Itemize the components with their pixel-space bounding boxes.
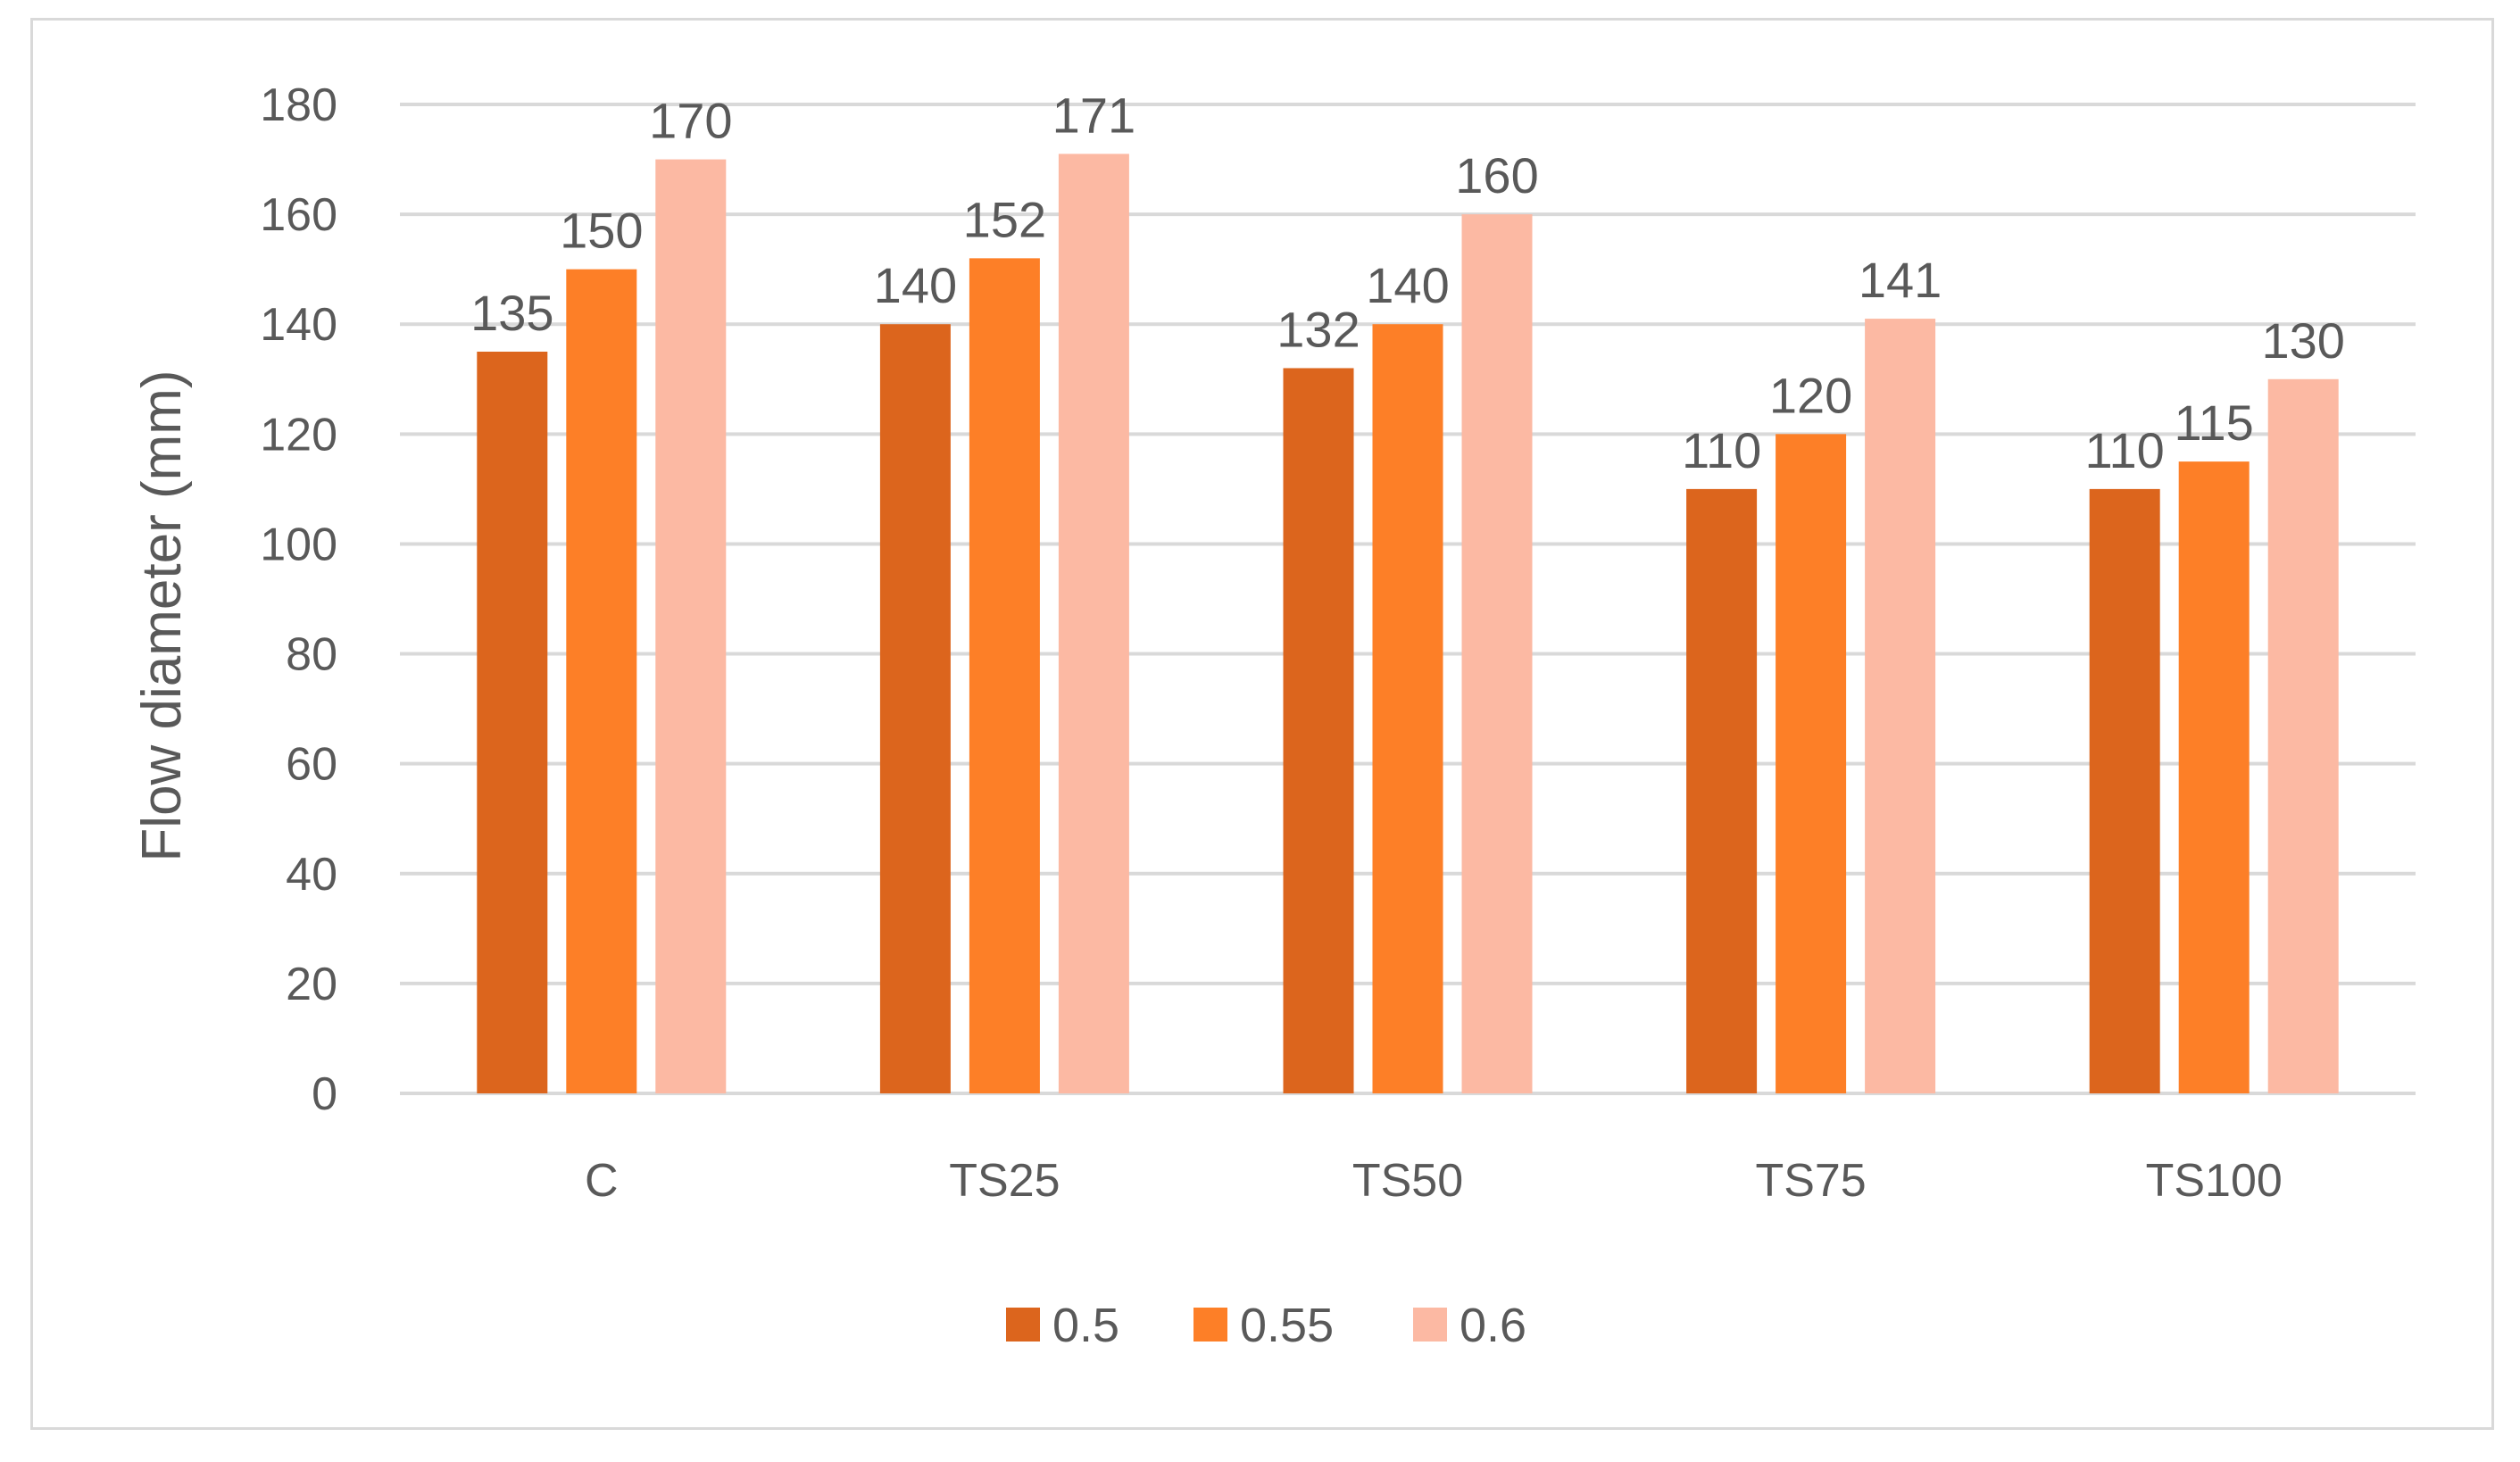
data-label: 171 (1052, 87, 1135, 143)
data-label: 132 (1277, 301, 1360, 357)
gridlines (400, 103, 2416, 1095)
bar (1686, 488, 1758, 1093)
data-label: 150 (560, 203, 643, 259)
y-tick-label: 140 (260, 299, 337, 351)
bar (1283, 368, 1354, 1093)
y-tick-label: 100 (260, 519, 337, 570)
bar (1865, 319, 1936, 1094)
data-label: 135 (470, 285, 553, 341)
legend-label: 0.5 (1052, 1299, 1119, 1352)
legend-swatch (1413, 1308, 1447, 1342)
x-tick-label: C (585, 1155, 619, 1207)
legend-label: 0.55 (1240, 1299, 1334, 1352)
data-label: 160 (1455, 147, 1538, 204)
y-tick-label: 20 (286, 959, 337, 1010)
y-tick-label: 160 (260, 189, 337, 241)
y-tick-label: 60 (286, 739, 337, 791)
y-axis-ticks: 0 20 40 60 80 100 120 140 160 180 (260, 79, 337, 1120)
data-label: 152 (963, 191, 1046, 247)
x-tick-label: TS25 (949, 1155, 1060, 1207)
data-label: 115 (2175, 395, 2254, 451)
data-label: 110 (2085, 422, 2165, 478)
bar (1776, 434, 1847, 1093)
y-tick-label: 180 (260, 79, 337, 131)
bars (477, 154, 2339, 1094)
bar (1058, 154, 1129, 1093)
data-label: 140 (1366, 257, 1449, 313)
legend-swatch (1006, 1308, 1040, 1342)
y-tick-label: 120 (260, 409, 337, 461)
legend-swatch (1193, 1308, 1227, 1342)
bar (477, 352, 548, 1093)
bar (969, 258, 1040, 1093)
bar (655, 159, 727, 1094)
bar (1461, 214, 1533, 1094)
bar (566, 269, 637, 1094)
data-label: 140 (874, 257, 957, 313)
bar (1372, 324, 1443, 1093)
bar (2089, 488, 2160, 1093)
bar (2178, 461, 2250, 1093)
chart-frame (30, 18, 2494, 1430)
legend: 0.5 0.55 0.6 (1006, 1299, 1526, 1352)
bar (879, 324, 951, 1093)
legend-label: 0.6 (1460, 1299, 1526, 1352)
bar (2267, 378, 2339, 1093)
data-label: 130 (2261, 312, 2344, 369)
x-axis-ticks: C TS25 TS50 TS75 TS100 (585, 1155, 2283, 1207)
y-tick-label: 80 (286, 629, 337, 681)
data-label: 170 (649, 93, 732, 149)
x-tick-label: TS75 (1755, 1155, 1866, 1207)
y-axis-title: Flow diameter (mm) (131, 370, 193, 861)
y-tick-label: 40 (286, 849, 337, 901)
data-label: 120 (1769, 367, 1852, 423)
y-tick-label: 0 (312, 1068, 337, 1120)
data-label: 141 (1859, 252, 1942, 308)
x-tick-label: TS100 (2146, 1155, 2283, 1207)
x-tick-label: TS50 (1352, 1155, 1463, 1207)
data-label: 110 (1682, 422, 1761, 478)
